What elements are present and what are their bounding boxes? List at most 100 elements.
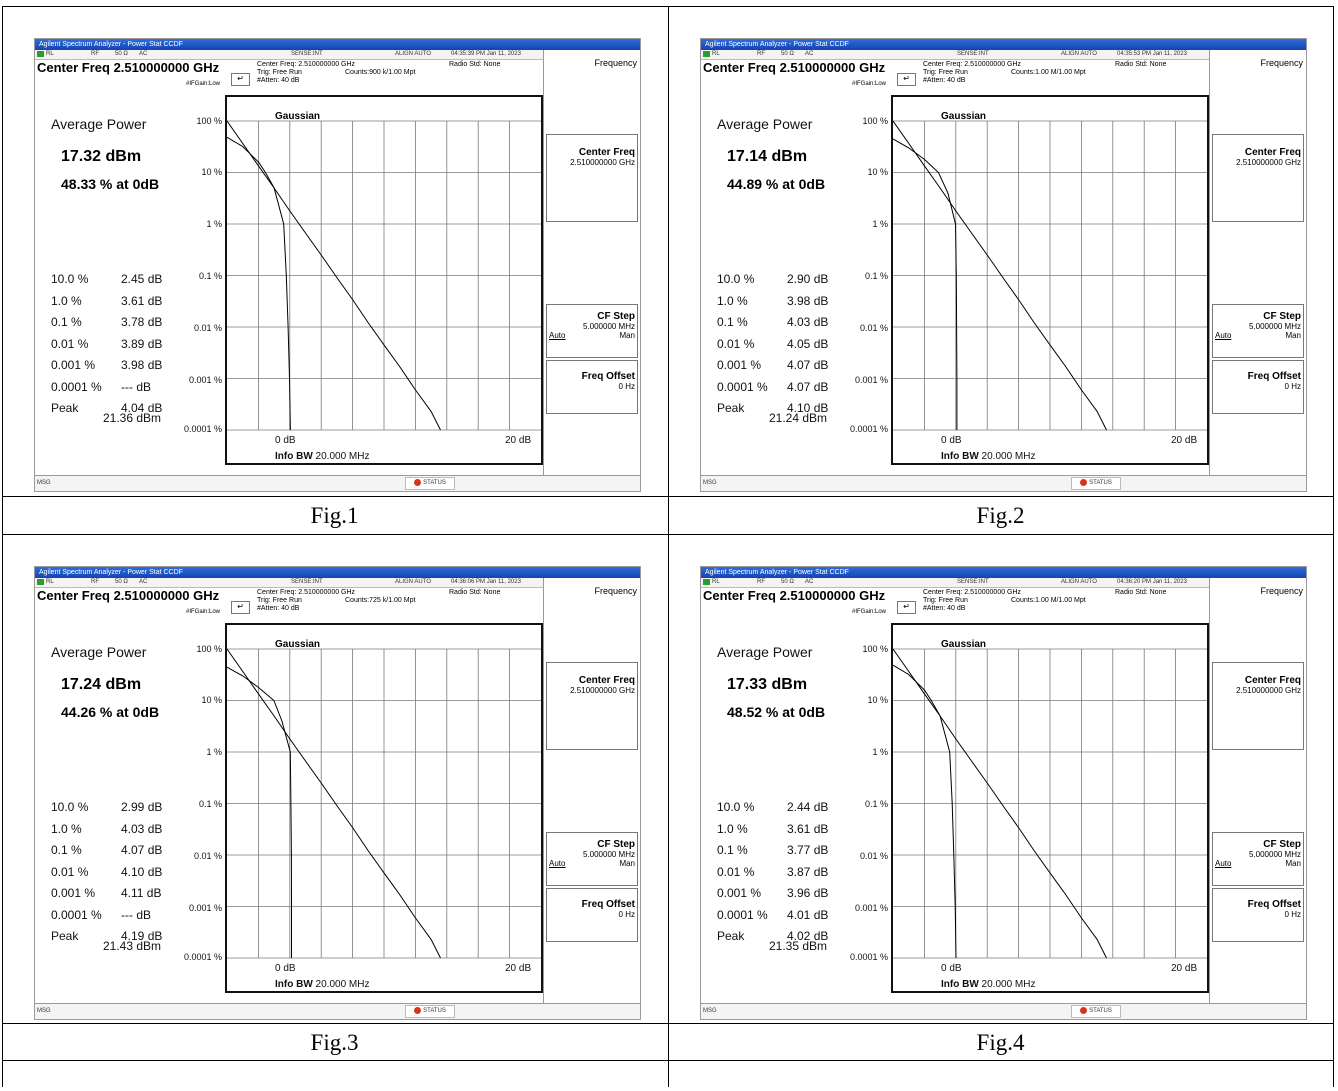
window-titlebar[interactable]: Agilent Spectrum Analyzer - Power Stat C… (701, 39, 1306, 50)
y-tick-label: 0.0001 % (849, 952, 888, 962)
stat-percent: 0.0001 % (51, 379, 102, 394)
freq-offset-softkey[interactable]: Freq Offset 0 Hz (1212, 888, 1304, 942)
stat-db: 3.98 dB (787, 293, 829, 308)
stat-db: 3.96 dB (787, 886, 829, 900)
header-trig: Trig: Free Run (923, 597, 968, 604)
window-titlebar[interactable]: Agilent Spectrum Analyzer - Power Stat C… (35, 39, 640, 50)
status-button[interactable]: STATUS (1071, 477, 1121, 490)
info-bw: Info BW 20.000 MHz (275, 979, 369, 990)
center-freq-softkey-value: 2.510000000 GHz (570, 158, 635, 167)
peak-dbm-value: 21.35 dBm (769, 939, 828, 953)
align-indicator: ALIGN AUTO (395, 579, 431, 585)
auto-option[interactable]: Auto (1215, 331, 1232, 340)
window-titlebar[interactable]: Agilent Spectrum Analyzer - Power Stat C… (35, 567, 640, 578)
header-radio-std: Radio Std: None (449, 589, 501, 596)
man-option[interactable]: Man (1285, 859, 1301, 868)
coupling-indicator: AC (139, 579, 148, 585)
man-option[interactable]: Man (619, 331, 635, 340)
center-freq-softkey[interactable]: Center Freq 2.510000000 GHz (546, 662, 638, 750)
stat-db: 4.19 dB (121, 929, 163, 943)
bottom-status-bar: MSG STATUS (701, 1003, 1306, 1019)
y-tick-label: 0.0001 % (183, 952, 222, 962)
timestamp: 04:35:53 PM Jan 11, 2023 (1117, 51, 1187, 57)
freq-offset-softkey[interactable]: Freq Offset 0 Hz (546, 360, 638, 414)
cf-step-softkey[interactable]: CF Step 5.000000 MHz Auto Man (546, 304, 638, 358)
man-option[interactable]: Man (619, 859, 635, 868)
center-freq-softkey[interactable]: Center Freq 2.510000000 GHz (1212, 662, 1304, 750)
center-freq-softkey[interactable]: Center Freq 2.510000000 GHz (1212, 134, 1304, 222)
status-button[interactable]: STATUS (405, 1005, 455, 1018)
freq-offset-softkey-label: Freq Offset (1247, 899, 1301, 910)
header-atten: #Atten: 40 dB (923, 77, 966, 84)
stat-percent: 0.1 % (51, 315, 82, 329)
status-button[interactable]: STATUS (405, 477, 455, 490)
header-counts: Counts:1.00 M/1.00 Mpt (1011, 597, 1086, 604)
freq-offset-softkey-value: 0 Hz (1284, 382, 1301, 391)
window-titlebar[interactable]: Agilent Spectrum Analyzer - Power Stat C… (701, 567, 1306, 578)
status-row: RL RF 50 Ω AC SENSE:INT ALIGN AUTO 04:36… (701, 578, 1209, 588)
y-tick-label: 100 % (196, 644, 222, 654)
cf-step-softkey[interactable]: CF Step 5.000000 MHz Auto Man (1212, 304, 1304, 358)
sweep-direction-icon[interactable]: ↵ (231, 601, 250, 614)
y-tick-label: 0.001 % (854, 903, 888, 913)
info-bw: Info BW 20.000 MHz (941, 451, 1035, 462)
sense-indicator: SENSE:INT (957, 51, 989, 57)
man-option[interactable]: Man (1285, 331, 1301, 340)
sweep-direction-icon[interactable]: ↵ (231, 73, 250, 86)
rl-indicator: RL (712, 51, 720, 57)
coupling-indicator: AC (805, 51, 814, 57)
sweep-direction-icon[interactable]: ↵ (897, 601, 916, 614)
menu-title: Frequency (594, 586, 637, 596)
rl-indicator: RL (46, 51, 54, 57)
average-power-label: Average Power (717, 116, 813, 132)
stat-percent: 1.0 % (51, 293, 82, 308)
y-tick-label: 0.001 % (854, 375, 888, 385)
spectrum-analyzer-screenshot: Agilent Spectrum Analyzer - Power Stat C… (34, 38, 641, 492)
freq-offset-softkey[interactable]: Freq Offset 0 Hz (546, 888, 638, 942)
stat-percent: Peak (717, 929, 745, 943)
auto-option[interactable]: Auto (1215, 859, 1232, 868)
auto-option[interactable]: Auto (549, 331, 566, 340)
header-info: Center Freq: 2.510000000 GHz Trig: Free … (257, 61, 355, 85)
status-button[interactable]: STATUS (1071, 1005, 1121, 1018)
stat-db: --- dB (121, 907, 151, 922)
align-indicator: ALIGN AUTO (395, 51, 431, 57)
cf-step-softkey[interactable]: CF Step 5.000000 MHz Auto Man (1212, 832, 1304, 886)
stat-db: 2.99 dB (121, 800, 163, 814)
center-freq-softkey-value: 2.510000000 GHz (1236, 686, 1301, 695)
x-tick-end: 20 dB (505, 435, 532, 446)
y-tick-label: 0.0001 % (849, 424, 888, 434)
menu-title: Frequency (594, 58, 637, 68)
center-freq-softkey[interactable]: Center Freq 2.510000000 GHz (546, 134, 638, 222)
stat-percent: Peak (51, 929, 79, 943)
info-bw-label: Info BW (941, 979, 979, 990)
rl-indicator: RL (712, 579, 720, 585)
menu-title: Frequency (1260, 58, 1303, 68)
cf-step-softkey-label: CF Step (1263, 311, 1301, 322)
y-tick-label: 1 % (872, 219, 888, 229)
stat-db: 4.07 dB (787, 379, 829, 394)
stat-percent: 10.0 % (717, 272, 755, 286)
header-info: Center Freq: 2.510000000 GHz Trig: Free … (257, 589, 355, 613)
stat-db: 2.44 dB (787, 800, 829, 814)
y-tick-label: 0.1 % (198, 799, 222, 809)
sweep-direction-icon[interactable]: ↵ (897, 73, 916, 86)
y-tick-label: 10 % (867, 167, 888, 177)
coupling-indicator: AC (139, 51, 148, 57)
freq-offset-softkey-value: 0 Hz (618, 382, 635, 391)
auto-option[interactable]: Auto (549, 859, 566, 868)
header-trig: Trig: Free Run (257, 69, 302, 76)
freq-offset-softkey-label: Freq Offset (581, 899, 635, 910)
stat-db: 4.07 dB (121, 843, 163, 857)
info-bw-label: Info BW (275, 451, 313, 462)
status-icon (1080, 1006, 1088, 1014)
cf-step-softkey[interactable]: CF Step 5.000000 MHz Auto Man (546, 832, 638, 886)
figure-caption: Fig.2 (976, 503, 1025, 528)
sense-indicator: SENSE:INT (291, 51, 323, 57)
stat-db: 4.07 dB (787, 358, 829, 372)
info-bw-value: 20.000 MHz (981, 979, 1036, 990)
lxi-icon (37, 579, 44, 585)
freq-offset-softkey[interactable]: Freq Offset 0 Hz (1212, 360, 1304, 414)
msg-label: MSG (703, 480, 717, 486)
average-power-value: 17.24 dBm (61, 676, 142, 693)
